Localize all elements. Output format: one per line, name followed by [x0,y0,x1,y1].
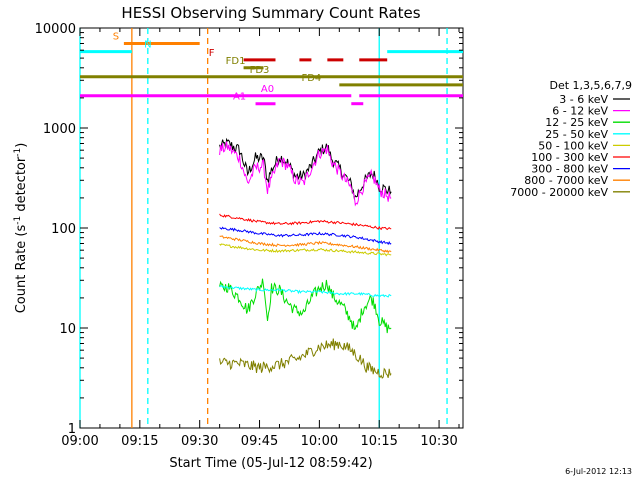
series-lines [219,137,392,379]
y-axis-label: Count Rate (s-1 detector-1) [13,143,29,314]
x-axis-label: Start Time (05-Jul-12 08:59:42) [169,456,372,471]
series-line-4 [219,243,392,257]
flag-bars: S N F FD1 FD3 FD4 A0 A1 [80,31,463,106]
legend-label-5: 100 - 300 keV [531,151,608,164]
x-tick-label-1000: 10:00 [301,434,338,449]
x-tick-label-1030: 10:30 [420,434,457,449]
y-label-end: ) [14,143,29,148]
legend-label-0: 3 - 6 keV [559,93,608,106]
legend-title: Det 1,3,5,6,7,9 [549,79,632,92]
x-tick-label-0945: 09:45 [241,434,278,449]
chart-title: HESSI Observing Summary Count Rates [121,4,420,22]
y-tick-label-1000: 1000 [43,122,76,137]
y-tick-label-1: 1 [68,422,76,437]
series-line-3 [219,285,392,298]
series-line-7 [219,235,392,254]
flag-label-a0: A0 [261,84,274,95]
legend-label-8: 7000 - 20000 keV [510,186,608,199]
flag-label-s: S [113,31,119,42]
x-tick-label-0900: 09:00 [61,434,98,449]
x-tick-label-0930: 09:30 [181,434,218,449]
flag-label-f: F [209,48,215,59]
y-label-mid: detector [14,156,29,216]
series-line-2 [219,278,392,334]
x-axis-ticks: 09:00 09:15 09:30 09:45 10:00 10:15 10:30 [61,28,460,449]
legend-label-3: 25 - 50 keV [545,128,608,141]
flag-label-fd1: FD1 [226,56,246,67]
x-tick-label-0915: 09:15 [121,434,158,449]
flag-label-a1: A1 [233,92,246,103]
legend-label-2: 12 - 25 keV [545,116,608,129]
y-tick-label-10000: 10000 [35,22,76,37]
y-tick-label-100: 100 [51,222,76,237]
x-tick-label-1015: 10:15 [360,434,397,449]
series-line-6 [219,226,392,246]
series-line-5 [219,213,392,231]
legend-label-6: 300 - 800 keV [531,163,608,176]
footer-timestamp: 6-Jul-2012 12:13 [565,467,632,476]
flag-label-fd3: FD3 [250,65,270,76]
y-label-main: Count Rate (s [14,225,29,314]
series-line-0 [219,137,392,200]
y-axis-ticks: 1 10 100 1000 10000 [35,22,463,437]
y-label-sup2: -1 [13,148,23,157]
flag-label-fd4: FD4 [301,73,321,84]
flag-label-n: N [144,40,151,51]
y-tick-label-10: 10 [59,322,76,337]
series-line-8 [219,338,392,379]
legend-label-1: 6 - 12 keV [552,105,608,118]
legend-label-7: 800 - 7000 keV [524,174,608,187]
legend-label-4: 50 - 100 keV [538,139,608,152]
series-line-1 [219,141,392,207]
y-label-sup: -1 [13,216,23,225]
